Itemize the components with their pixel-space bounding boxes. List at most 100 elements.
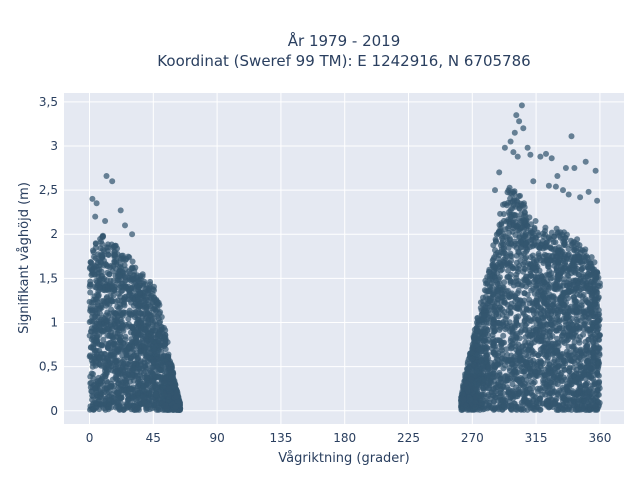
data-point bbox=[484, 274, 491, 280]
data-point bbox=[100, 246, 106, 253]
data-point bbox=[558, 298, 564, 305]
data-point bbox=[163, 405, 170, 412]
data-point bbox=[553, 265, 560, 272]
data-point bbox=[530, 380, 537, 387]
data-point bbox=[485, 363, 492, 370]
data-point bbox=[98, 268, 105, 275]
data-point bbox=[546, 379, 553, 386]
data-point bbox=[520, 406, 527, 413]
data-point bbox=[89, 396, 95, 403]
data-point bbox=[131, 280, 138, 287]
data-point bbox=[559, 384, 566, 391]
data-point bbox=[503, 346, 510, 353]
data-point bbox=[583, 358, 590, 365]
data-point bbox=[545, 182, 552, 189]
data-point bbox=[574, 323, 581, 330]
data-point bbox=[546, 315, 553, 322]
data-point bbox=[496, 169, 503, 176]
data-point bbox=[509, 325, 516, 331]
data-point bbox=[151, 287, 157, 294]
data-point bbox=[91, 253, 97, 260]
data-point bbox=[113, 259, 120, 266]
data-point bbox=[101, 359, 108, 366]
data-point bbox=[464, 406, 471, 413]
data-point bbox=[487, 310, 493, 317]
data-point bbox=[478, 347, 485, 354]
data-point bbox=[87, 289, 94, 296]
data-point bbox=[108, 241, 115, 248]
data-point bbox=[585, 188, 592, 195]
data-point bbox=[493, 238, 500, 245]
data-point bbox=[550, 400, 557, 407]
data-point bbox=[520, 310, 527, 317]
data-point bbox=[573, 366, 580, 373]
data-point bbox=[162, 332, 169, 339]
data-point bbox=[553, 286, 560, 293]
data-point bbox=[93, 389, 100, 396]
data-point bbox=[493, 311, 500, 317]
data-point bbox=[520, 268, 527, 275]
data-point bbox=[554, 390, 561, 397]
data-point bbox=[575, 271, 582, 278]
data-point bbox=[133, 338, 140, 345]
data-point bbox=[464, 359, 471, 365]
data-point bbox=[132, 264, 139, 271]
data-point bbox=[504, 351, 511, 358]
data-point bbox=[137, 325, 144, 332]
data-point bbox=[501, 403, 508, 409]
data-point bbox=[492, 343, 499, 350]
data-point bbox=[581, 351, 588, 358]
data-point bbox=[112, 265, 119, 272]
data-point bbox=[579, 247, 586, 254]
data-point bbox=[465, 364, 472, 371]
data-point bbox=[134, 356, 141, 363]
data-point bbox=[576, 339, 583, 346]
data-point bbox=[152, 372, 159, 379]
data-point bbox=[105, 366, 112, 373]
data-point bbox=[473, 368, 480, 375]
data-point bbox=[141, 359, 148, 366]
data-point bbox=[478, 400, 485, 407]
data-point bbox=[153, 401, 160, 408]
data-point bbox=[549, 333, 556, 339]
data-point bbox=[96, 284, 103, 291]
data-point bbox=[544, 277, 551, 284]
data-point bbox=[527, 368, 534, 375]
data-point bbox=[549, 252, 556, 259]
data-point bbox=[554, 347, 561, 354]
data-point bbox=[491, 298, 498, 305]
data-point bbox=[592, 337, 599, 344]
data-point bbox=[98, 275, 105, 282]
data-point bbox=[144, 374, 151, 381]
data-point bbox=[547, 244, 554, 251]
data-point bbox=[515, 278, 522, 284]
data-point bbox=[498, 294, 505, 301]
data-point bbox=[575, 388, 582, 395]
data-point bbox=[582, 274, 589, 281]
data-point bbox=[500, 332, 507, 339]
data-point bbox=[516, 205, 523, 212]
data-point bbox=[485, 385, 492, 392]
data-point bbox=[522, 322, 529, 329]
data-point bbox=[148, 337, 155, 343]
data-point bbox=[571, 165, 578, 171]
data-point bbox=[570, 277, 577, 284]
data-point bbox=[108, 306, 115, 313]
data-point bbox=[111, 251, 118, 258]
data-point bbox=[141, 399, 148, 406]
data-point bbox=[575, 375, 582, 382]
data-point bbox=[533, 362, 540, 369]
data-point bbox=[131, 404, 138, 411]
data-point bbox=[117, 377, 124, 384]
data-point bbox=[165, 353, 172, 360]
data-point bbox=[96, 262, 103, 269]
data-point bbox=[522, 231, 529, 237]
data-point bbox=[105, 252, 112, 258]
data-point bbox=[145, 380, 152, 387]
data-point bbox=[112, 374, 119, 381]
data-point bbox=[530, 178, 537, 185]
data-point bbox=[490, 256, 497, 263]
data-point bbox=[552, 259, 559, 266]
data-point bbox=[471, 326, 478, 333]
data-point bbox=[99, 298, 106, 304]
